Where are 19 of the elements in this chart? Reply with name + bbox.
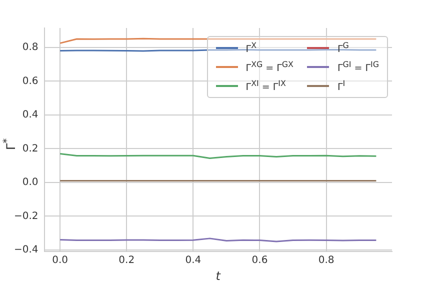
y-tick-label: −0.2 bbox=[14, 210, 38, 222]
y-tick-label: 0.4 bbox=[22, 110, 38, 120]
y-tick-label: 0.0 bbox=[22, 177, 38, 188]
y-tick-label: 0.2 bbox=[22, 143, 38, 154]
legend-label: Γ$^{XI}$ = Γ$^{IX}$ bbox=[246, 78, 286, 94]
legend-label: Γ$^{X}$ bbox=[246, 40, 256, 56]
x-tick-label: 0.2 bbox=[118, 255, 135, 266]
x-axis-title: t bbox=[216, 268, 222, 283]
y-tick-label: −0.4 bbox=[14, 244, 38, 256]
x-tick-label: 0.8 bbox=[318, 255, 334, 266]
x-tick-label: 0.4 bbox=[185, 255, 202, 266]
legend-label: Γ$^{XG}$ = Γ$^{GX}$ bbox=[246, 60, 294, 74]
x-tick-label: 0.6 bbox=[252, 255, 268, 266]
legend-label: Γ$^{G}$ bbox=[337, 40, 349, 56]
y-tick-label: 0.6 bbox=[22, 76, 38, 87]
x-tick-label: 0.0 bbox=[52, 255, 68, 266]
legend-label: Γ$^{I}$ bbox=[337, 78, 346, 94]
legend-label: Γ$^{GI}$ = Γ$^{IG}$ bbox=[337, 60, 379, 74]
y-tick-label: 0.8 bbox=[22, 42, 38, 53]
